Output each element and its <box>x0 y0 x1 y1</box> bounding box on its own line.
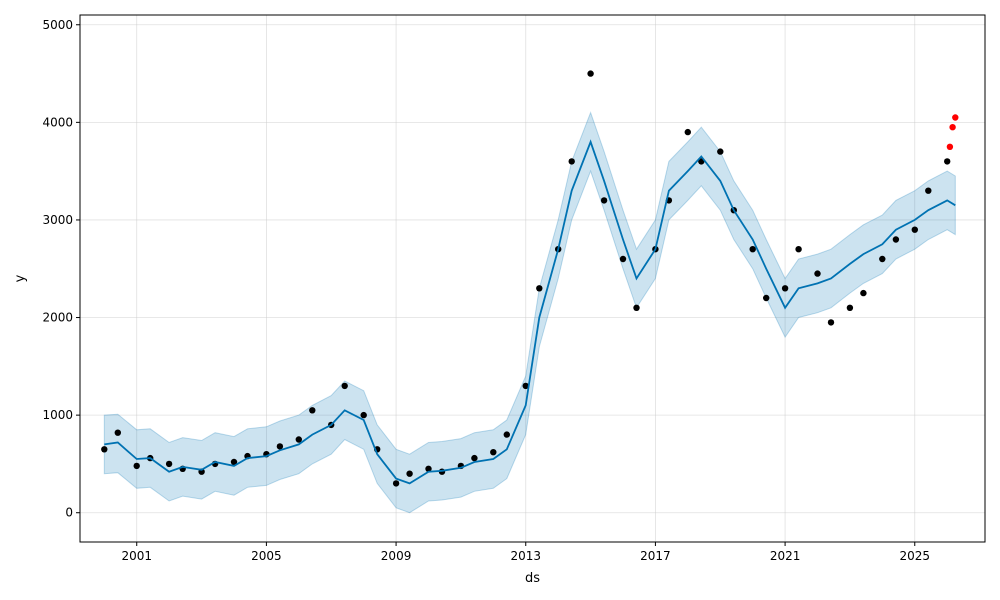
recent-point <box>946 143 954 150</box>
observed-point <box>860 289 867 297</box>
observed-point <box>276 443 284 450</box>
observed-point <box>536 285 543 292</box>
observed-point <box>911 226 918 233</box>
observed-point <box>503 431 510 438</box>
observed-point <box>846 304 854 311</box>
x-tick-label: 2017 <box>640 549 671 563</box>
recent-points-layer <box>946 114 959 150</box>
observed-point <box>114 429 122 436</box>
observed-point <box>892 236 900 243</box>
observed-point <box>490 449 497 456</box>
x-tick-label: 2021 <box>770 549 801 563</box>
gridlines <box>80 15 985 542</box>
x-tick-label: 2005 <box>251 549 282 563</box>
recent-point <box>949 124 956 131</box>
x-tick-label: 2013 <box>510 549 541 563</box>
y-tick-label: 0 <box>65 506 73 520</box>
y-axis-label: y <box>13 274 28 282</box>
forecast-line <box>104 139 956 485</box>
observed-point <box>763 294 770 302</box>
uncertainty-band-layer <box>103 111 956 514</box>
observed-point <box>827 319 835 326</box>
y-tick-label: 4000 <box>42 115 73 129</box>
observed-point <box>814 270 821 277</box>
observed-point <box>392 480 400 487</box>
observed-point <box>360 411 367 419</box>
y-tick-label: 5000 <box>42 18 73 32</box>
observed-point <box>925 187 932 194</box>
observed-point <box>633 304 640 311</box>
x-tick-label: 2001 <box>121 549 152 563</box>
observed-point <box>795 246 802 253</box>
observed-point <box>230 458 238 466</box>
forecast-line-layer <box>104 139 956 485</box>
recent-point <box>952 114 959 121</box>
y-tick-label: 1000 <box>42 408 73 422</box>
observed-point <box>425 465 432 472</box>
observed-point <box>101 446 108 453</box>
x-tick-label: 2025 <box>899 549 930 563</box>
x-axis-ticks: 2001 2005 2009 2013 2017 2021 2025 <box>121 542 930 563</box>
observed-point <box>309 407 316 414</box>
observed-point <box>944 158 951 165</box>
plot-frame <box>79 14 986 543</box>
observed-point <box>587 70 594 77</box>
y-axis-ticks: 0 1000 2000 3000 4000 5000 <box>42 18 80 520</box>
observed-point <box>341 382 348 390</box>
observed-point <box>165 460 173 468</box>
observed-point <box>749 246 756 253</box>
observed-point <box>781 285 789 292</box>
observed-point <box>600 197 608 204</box>
x-axis-label: ds <box>525 571 540 586</box>
observed-point <box>879 255 886 263</box>
observed-point <box>295 436 302 443</box>
observed-point <box>406 470 413 477</box>
y-tick-label: 2000 <box>42 311 73 325</box>
observed-point <box>471 454 478 462</box>
uncertainty-band <box>103 111 956 514</box>
observed-point <box>684 128 691 136</box>
x-tick-label: 2009 <box>381 549 412 563</box>
observed-point <box>619 255 627 263</box>
y-tick-label: 3000 <box>42 213 73 227</box>
observed-point <box>568 158 575 165</box>
observed-point <box>522 382 529 390</box>
observed-point <box>717 148 724 155</box>
observed-point <box>133 462 140 470</box>
